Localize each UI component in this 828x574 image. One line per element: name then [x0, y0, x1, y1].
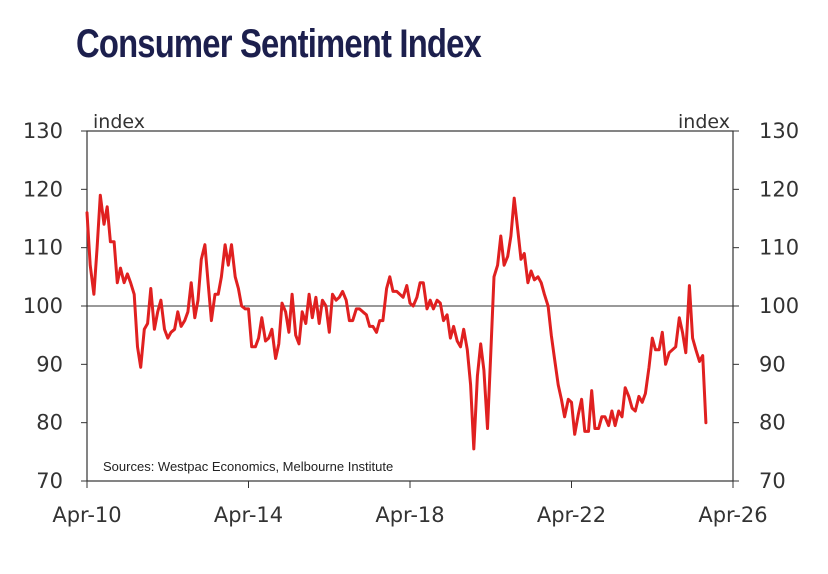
- left-y-tick-label: 70: [36, 469, 63, 493]
- x-tick-label: Apr-18: [375, 503, 444, 527]
- right-y-tick-label: 90: [759, 352, 786, 376]
- right-y-tick-label: 130: [759, 119, 799, 143]
- right-y-tick-label: 120: [759, 177, 799, 201]
- source-note: Sources: Westpac Economics, Melbourne In…: [103, 459, 393, 474]
- left-unit-label: index: [93, 111, 145, 133]
- left-y-tick-label: 90: [36, 352, 63, 376]
- x-tick-label: Apr-22: [537, 503, 606, 527]
- x-tick-label: Apr-26: [698, 503, 767, 527]
- x-axis: Apr-10 Apr-14 Apr-18 Apr-22 Apr-26: [52, 481, 768, 527]
- left-y-tick-label: 110: [23, 236, 63, 260]
- right-y-tick-label: 100: [759, 294, 799, 318]
- right-y-tick-label: 110: [759, 236, 799, 260]
- x-tick-label: Apr-10: [52, 503, 121, 527]
- left-y-tick-label: 130: [23, 119, 63, 143]
- sentiment-series-line: [85, 193, 708, 451]
- chart-title: Consumer Sentiment Index: [76, 22, 482, 66]
- right-y-tick-label: 70: [759, 469, 786, 493]
- x-tick-label: Apr-14: [214, 503, 283, 527]
- right-y-tick-label: 80: [759, 411, 786, 435]
- right-y-axis: 70 80 90 100 110 120 130: [733, 119, 799, 493]
- left-y-tick-label: 100: [23, 294, 63, 318]
- left-y-axis: 70 80 90 100 110 120 130: [23, 119, 87, 493]
- right-unit-label: index: [678, 111, 730, 133]
- left-y-tick-label: 120: [23, 177, 63, 201]
- left-y-tick-label: 80: [36, 411, 63, 435]
